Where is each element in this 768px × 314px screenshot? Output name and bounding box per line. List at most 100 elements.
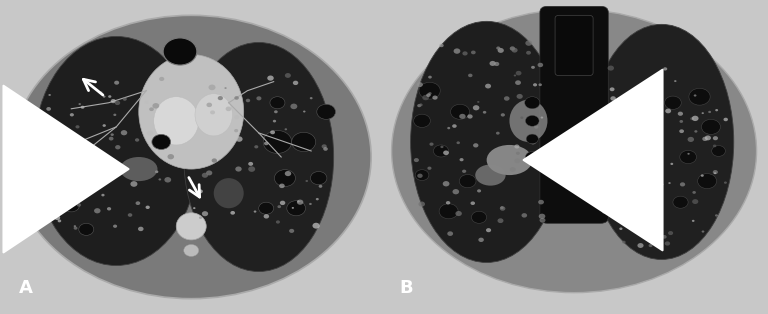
Circle shape [101,194,104,197]
Circle shape [715,109,718,111]
Circle shape [530,139,536,144]
Circle shape [38,172,41,174]
Circle shape [477,189,481,192]
Circle shape [273,120,276,122]
Circle shape [74,227,78,230]
Circle shape [159,77,164,81]
Circle shape [121,130,127,135]
Ellipse shape [392,9,756,293]
Circle shape [459,175,476,188]
Circle shape [152,134,170,149]
Circle shape [679,129,684,133]
Circle shape [74,225,76,227]
Circle shape [538,214,545,219]
Circle shape [724,181,727,184]
Ellipse shape [214,178,243,208]
Circle shape [609,113,614,118]
Circle shape [48,175,51,177]
Circle shape [622,192,628,197]
Circle shape [163,38,197,65]
Circle shape [600,176,605,180]
Circle shape [40,153,46,158]
Circle shape [206,171,212,176]
Circle shape [713,136,718,140]
Circle shape [111,99,116,103]
Circle shape [715,214,718,217]
Circle shape [316,198,319,200]
Circle shape [257,96,261,100]
Circle shape [611,96,616,101]
Circle shape [500,206,504,209]
Circle shape [446,201,450,204]
Circle shape [313,223,319,229]
Circle shape [226,106,231,111]
Circle shape [199,216,202,219]
Circle shape [525,116,539,126]
Circle shape [114,114,116,116]
Circle shape [680,150,697,164]
Circle shape [103,124,106,127]
Circle shape [123,97,127,101]
Circle shape [619,227,623,230]
Circle shape [517,94,523,99]
Circle shape [692,116,699,121]
Circle shape [323,147,328,151]
Circle shape [501,113,505,116]
Circle shape [663,67,667,71]
Circle shape [472,211,487,223]
Circle shape [477,101,479,103]
Circle shape [665,109,671,113]
Circle shape [447,127,450,129]
Circle shape [510,167,516,172]
Circle shape [515,158,521,163]
Circle shape [454,48,460,54]
Circle shape [714,172,717,174]
Circle shape [697,174,717,189]
Circle shape [58,219,61,222]
Circle shape [429,92,432,95]
Circle shape [440,146,443,148]
Circle shape [42,196,47,200]
Circle shape [92,158,98,163]
Circle shape [234,96,239,100]
Circle shape [680,182,685,187]
Circle shape [415,170,429,181]
Circle shape [694,130,697,133]
Circle shape [689,88,710,105]
Circle shape [643,106,647,110]
Circle shape [525,152,539,162]
Circle shape [538,84,542,86]
Circle shape [263,131,292,153]
Circle shape [664,96,681,109]
Circle shape [146,206,150,209]
Circle shape [35,140,62,161]
Text: A: A [19,279,33,297]
Circle shape [443,150,449,155]
Circle shape [516,152,520,155]
Circle shape [637,243,644,248]
Circle shape [662,235,667,239]
Circle shape [167,154,174,160]
Circle shape [279,184,285,188]
Circle shape [103,95,105,98]
Circle shape [496,46,500,50]
Circle shape [693,191,696,194]
Circle shape [708,111,711,113]
Circle shape [286,201,306,216]
Circle shape [63,198,80,212]
Circle shape [674,80,677,82]
Circle shape [310,97,313,99]
Circle shape [46,107,51,111]
Circle shape [432,95,438,100]
Circle shape [38,173,59,190]
Circle shape [496,132,500,135]
Circle shape [235,166,242,172]
Ellipse shape [176,213,207,240]
Circle shape [521,213,527,218]
Circle shape [638,111,643,115]
Circle shape [429,143,434,146]
Circle shape [155,171,158,173]
Circle shape [526,134,538,144]
Circle shape [274,110,278,113]
Circle shape [643,206,650,212]
